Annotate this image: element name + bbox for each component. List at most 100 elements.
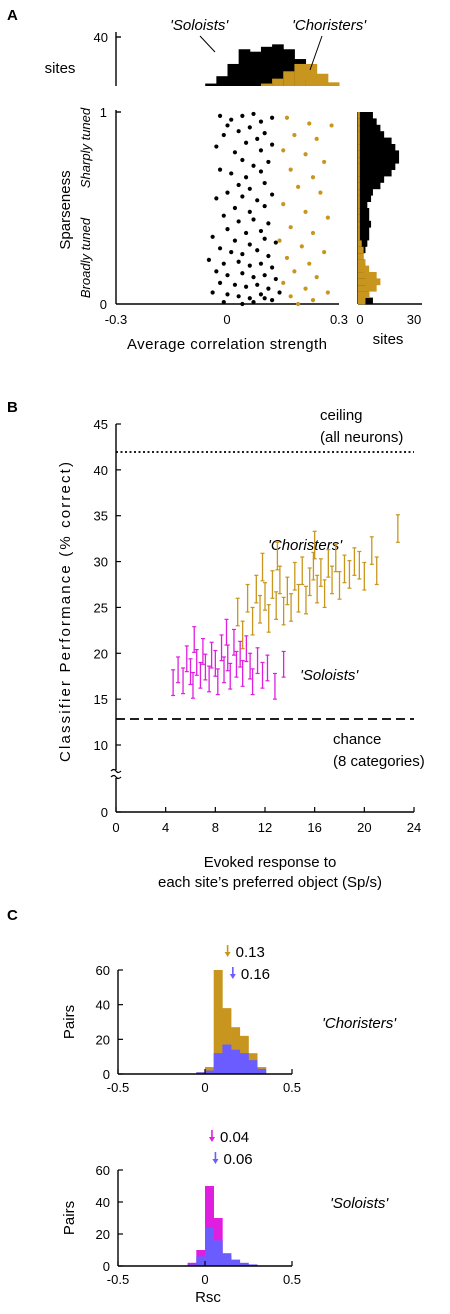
a-right-chorister-bar	[358, 259, 366, 266]
a-soloist-point	[270, 192, 275, 197]
a-choristers-pointer	[309, 35, 323, 71]
a-right-chorister-bar	[358, 278, 381, 286]
a-right-soloist-bar	[358, 182, 381, 190]
b-xlabel-line2: each site’s preferred object (Sp/s)	[158, 874, 382, 891]
a-soloist-point	[206, 257, 212, 262]
a-right-soloist-bar	[358, 240, 368, 247]
a-soloist-point	[210, 234, 215, 239]
a-right-chorister-bar	[358, 220, 360, 228]
a-top-chorister-bar	[294, 63, 307, 86]
a-soloist-point	[236, 129, 241, 134]
c-shuffled-bar	[248, 1264, 258, 1266]
c-shuffled-bar	[248, 1060, 258, 1074]
a-soloist-point	[255, 136, 260, 141]
a-top-histogram: 40 sites 'Soloists' 'Choristers'	[45, 17, 367, 86]
a-top-hist-ytick-label: 40	[94, 30, 108, 45]
a-soloist-point	[243, 230, 249, 236]
a-top-chorister-bar	[316, 73, 329, 86]
c-shuffled-bar	[187, 1264, 197, 1266]
a-soloist-point	[247, 125, 252, 130]
c-observed-bar	[222, 1008, 232, 1074]
a-soloist-point	[214, 196, 219, 201]
c-shuffled-bar	[239, 1262, 249, 1266]
a-soloist-point	[247, 296, 252, 301]
a-chorister-point	[284, 255, 290, 261]
a-top-soloist-bar	[260, 46, 273, 86]
a-soloist-point	[258, 261, 264, 266]
a-soloist-point	[225, 227, 230, 232]
b-ytick-label: 0	[101, 805, 108, 820]
a-soloist-point	[251, 111, 256, 117]
c-shuffled-bar	[213, 1240, 223, 1266]
a-chorister-point	[281, 280, 286, 285]
a-soloist-point	[270, 265, 275, 270]
a-right-xtick-0: 0	[356, 312, 363, 327]
c-bottom-ylabel: Pairs	[61, 1201, 78, 1235]
a-chorister-point	[325, 215, 330, 220]
a-top-soloist-bar	[283, 49, 295, 86]
b-choristers-label: 'Choristers'	[268, 537, 343, 554]
c-top-bars	[196, 970, 267, 1074]
a-soloist-point	[262, 180, 267, 186]
b-ytick-label: 20	[94, 646, 108, 661]
a-right-chorister-bar	[358, 150, 360, 158]
a-soloist-point	[266, 221, 271, 226]
a-chorister-point	[296, 301, 301, 307]
b-ytick-label: 15	[94, 692, 108, 707]
b-axis-break-gap	[110, 770, 122, 778]
a-soloist-point	[258, 292, 264, 297]
c-ytick-label: 20	[96, 1227, 110, 1242]
a-right-chorister-bar	[358, 227, 360, 234]
a-chorister-point	[314, 275, 319, 280]
a-soloist-point	[214, 144, 219, 149]
a-scatter: 1 0 -0.3 0 0.3 Average correlation stren…	[57, 105, 348, 353]
b-xtick-label: 8	[212, 820, 219, 835]
a-soloist-point	[221, 261, 226, 266]
c-ytick-label: 0	[103, 1259, 110, 1274]
a-chorister-point	[303, 286, 308, 291]
a-chorister-point	[310, 298, 316, 303]
c-mean-value: 0.04	[220, 1129, 249, 1146]
b-error-bars	[171, 514, 400, 700]
a-right-soloist-bar	[358, 163, 396, 170]
b-ytick-label: 40	[94, 463, 108, 478]
a-right-soloist-bar	[358, 137, 392, 145]
a-right-chorister-bar	[358, 195, 360, 202]
a-right-soloist-bar	[358, 195, 372, 202]
c-bottom-bars	[187, 1186, 258, 1266]
a-soloist-point	[236, 219, 241, 224]
c-ytick-label: 20	[96, 1032, 110, 1047]
panel-label-b: B	[7, 399, 18, 416]
a-chorister-point	[322, 250, 327, 255]
a-soloist-point	[251, 275, 256, 280]
a-soloist-point	[217, 167, 223, 172]
c-bottom-xlabel: Rsc	[195, 1289, 221, 1306]
a-soloist-point	[240, 157, 245, 163]
a-soloist-point	[258, 228, 264, 234]
a-soloist-point	[266, 253, 271, 259]
a-soloist-point	[225, 190, 230, 195]
a-right-chorister-bar	[358, 112, 360, 119]
c-mean-value: 0.13	[236, 944, 265, 961]
a-right-soloist-bar	[358, 176, 385, 183]
a-soloist-point	[240, 271, 245, 276]
a-right-soloist-bar	[358, 144, 396, 151]
b-ceiling-label-1: ceiling	[320, 407, 363, 424]
a-top-chorister-bar	[272, 78, 284, 86]
c-ytick-label: 0	[103, 1067, 110, 1082]
a-soloist-point	[232, 150, 238, 155]
a-right-chorister-bar	[358, 182, 360, 190]
a-soloist-point	[243, 175, 249, 180]
a-right-chorister-bar	[358, 284, 377, 292]
c-ytick-label: 40	[96, 1195, 110, 1210]
a-right-soloist-bar	[358, 208, 370, 215]
c-shuffled-bar	[196, 1072, 206, 1074]
a-chorister-point	[288, 225, 293, 230]
a-right-chorister-bar	[358, 233, 360, 241]
a-soloist-point	[273, 240, 278, 245]
a-right-chorister-bar	[358, 297, 366, 305]
a-right-soloist-bar	[358, 118, 377, 126]
a-right-chorister-bar	[358, 291, 370, 298]
